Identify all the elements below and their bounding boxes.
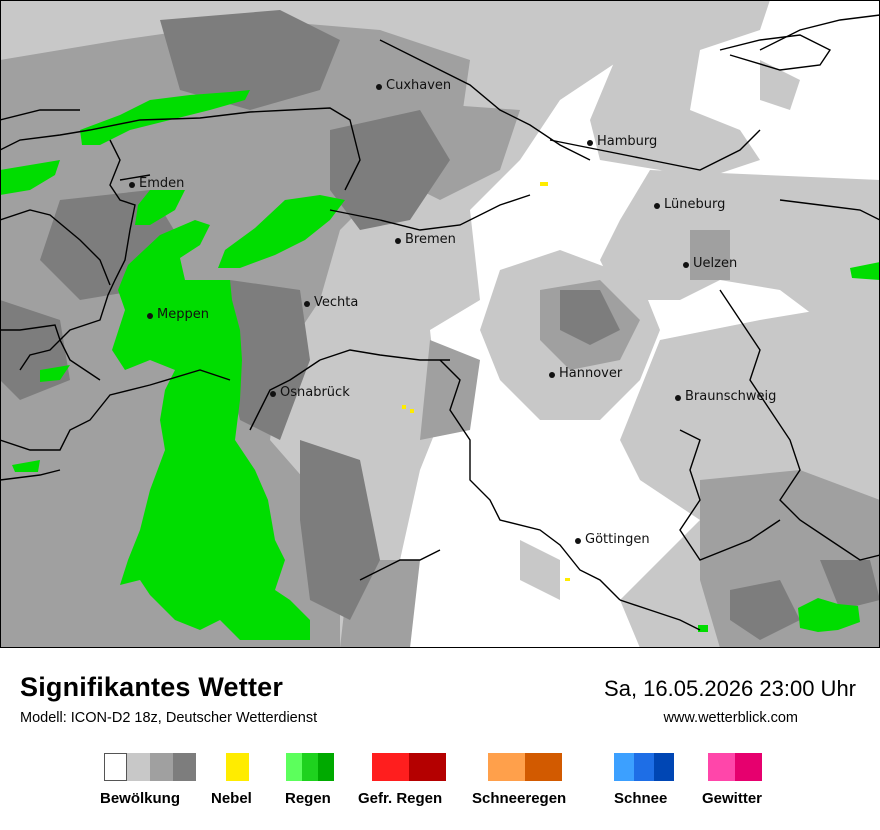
legend-label-sleet: Schneeregen (472, 790, 567, 807)
svg-text:Bremen: Bremen (405, 232, 456, 247)
legend-swatch (409, 753, 446, 781)
legend-swatch (488, 753, 525, 781)
forecast-datetime: Sa, 16.05.2026 23:00 Uhr (604, 676, 856, 701)
legend-thunderstorm-swatches (708, 753, 762, 781)
legend-label-freezing-rain: Gefr. Regen (358, 790, 443, 807)
city-marker[interactable]: Hamburg (587, 134, 657, 149)
legend-sleet-swatches (488, 753, 562, 781)
city-marker[interactable]: Uelzen (683, 256, 737, 271)
city-marker[interactable]: Hannover (549, 366, 623, 381)
svg-text:Uelzen: Uelzen (693, 256, 737, 271)
legend-label-fog: Nebel (211, 790, 252, 807)
legend-swatch (634, 753, 654, 781)
city-marker[interactable]: Emden (129, 176, 184, 191)
legend-label-snow: Schnee (614, 790, 668, 807)
weather-map: Cuxhaven Hamburg Emden Lüneburg Bremen U… (0, 0, 880, 648)
svg-text:Meppen: Meppen (157, 307, 209, 322)
city-marker[interactable]: Osnabrück (270, 385, 350, 400)
page-title: Signifikantes Wetter (20, 672, 284, 702)
legend-label-cloud: Bewölkung (100, 790, 181, 807)
website-link[interactable]: www.wetterblick.com (663, 710, 798, 726)
fog-layer (402, 182, 570, 581)
legend-cloud-swatches (104, 753, 196, 781)
city-marker[interactable]: Bremen (395, 232, 456, 247)
info-panel: Signifikantes Wetter Modell: ICON-D2 18z… (0, 648, 880, 830)
city-marker[interactable]: Braunschweig (675, 389, 776, 404)
legend-freezing-rain-swatches (372, 753, 446, 781)
svg-text:Vechta: Vechta (314, 295, 358, 310)
legend-swatch (302, 753, 318, 781)
legend-swatch (104, 753, 127, 781)
legend-swatch (654, 753, 674, 781)
model-info: Modell: ICON-D2 18z, Deutscher Wetterdie… (20, 710, 318, 726)
city-marker[interactable]: Vechta (304, 295, 358, 310)
svg-text:Göttingen: Göttingen (585, 532, 650, 547)
legend-swatch (318, 753, 334, 781)
legend-label-rain: Regen (285, 790, 331, 807)
city-marker[interactable]: Meppen (147, 307, 209, 322)
rain-layer (0, 90, 880, 640)
svg-text:Emden: Emden (139, 176, 184, 191)
svg-text:Lüneburg: Lüneburg (664, 197, 725, 212)
cities-layer: Cuxhaven Hamburg Emden Lüneburg Bremen U… (129, 78, 776, 547)
legend-swatch (173, 753, 196, 781)
svg-text:Hamburg: Hamburg (597, 134, 657, 149)
city-marker[interactable]: Lüneburg (654, 197, 725, 212)
borders-layer (0, 14, 880, 631)
legend-rain-swatches (286, 753, 334, 781)
legend-swatch (127, 753, 150, 781)
legend-fog-swatches (226, 753, 249, 781)
legend-label-thunderstorm: Gewitter (702, 790, 763, 807)
legend-swatch (150, 753, 173, 781)
city-marker[interactable]: Cuxhaven (376, 78, 451, 93)
svg-text:Braunschweig: Braunschweig (685, 389, 776, 404)
svg-text:Cuxhaven: Cuxhaven (386, 78, 451, 93)
legend-swatch (372, 753, 409, 781)
svg-text:Osnabrück: Osnabrück (280, 385, 350, 400)
legend-snow-swatches (614, 753, 674, 781)
legend-swatch (286, 753, 302, 781)
legend-swatch (708, 753, 735, 781)
legend-swatch (614, 753, 634, 781)
map-canvas: Cuxhaven Hamburg Emden Lüneburg Bremen U… (0, 0, 880, 648)
legend-swatch (525, 753, 562, 781)
svg-text:Hannover: Hannover (559, 366, 623, 381)
legend-swatch (735, 753, 762, 781)
city-marker[interactable]: Göttingen (575, 532, 650, 547)
legend-swatch (226, 753, 249, 781)
